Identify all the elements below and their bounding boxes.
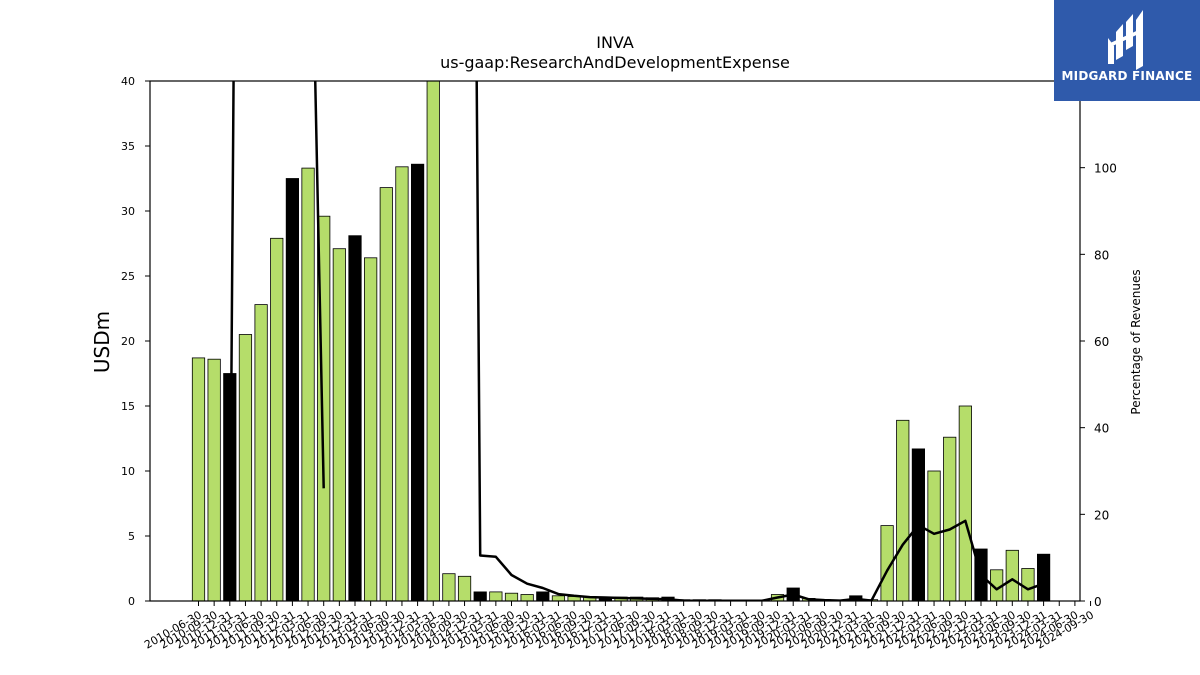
chart-subtitle: us-gaap:ResearchAndDevelopmentExpense bbox=[440, 53, 790, 72]
bar-2023-12-31 bbox=[1037, 553, 1051, 601]
bar-2015-03-31 bbox=[489, 591, 503, 601]
midgard-logo-icon bbox=[1108, 10, 1143, 70]
y-tick-label: 35 bbox=[121, 140, 135, 153]
bar-2022-03-31 bbox=[927, 470, 941, 601]
bar-2013-03-31 bbox=[364, 257, 378, 601]
y-tick-label: 25 bbox=[121, 270, 135, 283]
y-tick-label: 5 bbox=[128, 530, 135, 543]
y-axis-label: USDm bbox=[90, 311, 114, 373]
bar-2015-06-30 bbox=[504, 592, 519, 601]
y2-tick-label: 40 bbox=[1094, 422, 1109, 436]
bars-layer bbox=[191, 81, 1051, 601]
bar-2022-09-30 bbox=[958, 405, 972, 601]
bar-2011-06-30 bbox=[254, 304, 268, 601]
y2-tick-label: 100 bbox=[1094, 162, 1117, 176]
bar-2023-09-30 bbox=[1021, 568, 1035, 601]
bar-2014-06-30 bbox=[442, 573, 456, 601]
logo-brand-text: MIDGARD FINANCE bbox=[1061, 69, 1193, 83]
y-tick-label: 10 bbox=[121, 465, 135, 478]
bar-2016-03-31 bbox=[551, 595, 566, 601]
bar-2013-06-30 bbox=[379, 187, 393, 601]
bar-2011-12-31 bbox=[285, 178, 300, 601]
bar-2012-09-30 bbox=[332, 248, 346, 601]
axes-layer: 05101520253035400204060801002010-06-3020… bbox=[121, 75, 1117, 652]
bar-2023-06-30 bbox=[1005, 549, 1019, 601]
bar-2013-09-30 bbox=[395, 166, 409, 601]
bar-2015-09-30 bbox=[520, 594, 534, 601]
bar-2022-06-30 bbox=[943, 436, 957, 601]
y-tick-label: 20 bbox=[121, 335, 135, 348]
bar-2011-03-31 bbox=[238, 334, 253, 601]
bar-2010-09-30 bbox=[207, 358, 221, 601]
y-tick-label: 0 bbox=[128, 595, 135, 608]
y2-tick-label: 20 bbox=[1094, 508, 1109, 522]
y-tick-label: 40 bbox=[121, 75, 135, 88]
y2-tick-label: 0 bbox=[1094, 595, 1102, 609]
y-tick-label: 15 bbox=[121, 400, 135, 413]
bar-2012-03-31 bbox=[301, 167, 315, 601]
bar-2013-12-31 bbox=[410, 163, 425, 601]
y-tick-label: 30 bbox=[121, 205, 135, 218]
bar-2014-03-31 bbox=[426, 81, 440, 601]
bar-2012-12-31 bbox=[348, 235, 362, 601]
bar-2011-09-30 bbox=[270, 237, 284, 601]
bar-2010-06-30 bbox=[191, 357, 206, 601]
bar-2015-12-31 bbox=[536, 591, 550, 601]
y2-axis-label: Percentage of Revenues bbox=[1129, 269, 1143, 414]
y2-tick-label: 60 bbox=[1094, 335, 1109, 349]
y2-tick-label: 80 bbox=[1094, 248, 1109, 262]
bar-2014-12-31 bbox=[473, 591, 487, 601]
chart-title: INVA bbox=[596, 33, 634, 52]
bar-2014-09-30 bbox=[457, 575, 472, 601]
midgard-finance-logo: MIDGARD FINANCE bbox=[1054, 0, 1200, 101]
bar-2021-09-30 bbox=[896, 419, 910, 601]
